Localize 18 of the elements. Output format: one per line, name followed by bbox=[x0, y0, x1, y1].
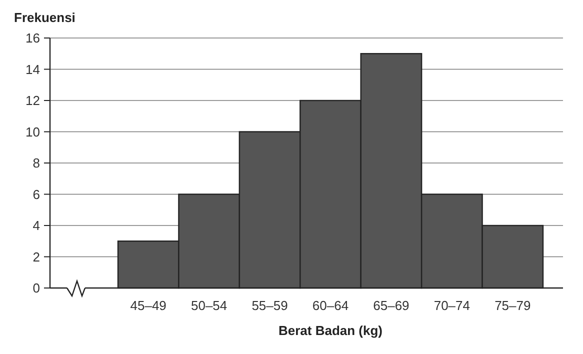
y-tick-label: 10 bbox=[26, 124, 40, 140]
x-axis-title: Berat Badan (kg) bbox=[278, 323, 383, 338]
y-tick-label: 6 bbox=[32, 186, 40, 202]
x-tick-label: 65–69 bbox=[373, 298, 410, 313]
x-tick-label: 75–79 bbox=[494, 298, 531, 313]
x-tick-label: 55–59 bbox=[252, 298, 288, 313]
x-tick-label: 70–74 bbox=[434, 298, 470, 313]
y-tick-label: 14 bbox=[26, 62, 40, 77]
x-tick-label: 50–54 bbox=[190, 298, 228, 313]
y-tick-label: 2 bbox=[32, 249, 40, 264]
y-tick-label: 8 bbox=[32, 156, 40, 171]
x-tick-label: 60–64 bbox=[312, 298, 349, 313]
x-tick-label: 45–49 bbox=[130, 298, 166, 313]
y-tick-label: 16 bbox=[26, 30, 40, 46]
y-axis-title: Frekuensi bbox=[14, 10, 76, 25]
y-tick-label: 4 bbox=[32, 218, 40, 234]
y-tick-label: 12 bbox=[26, 93, 40, 108]
y-tick-label: 0 bbox=[32, 280, 40, 296]
